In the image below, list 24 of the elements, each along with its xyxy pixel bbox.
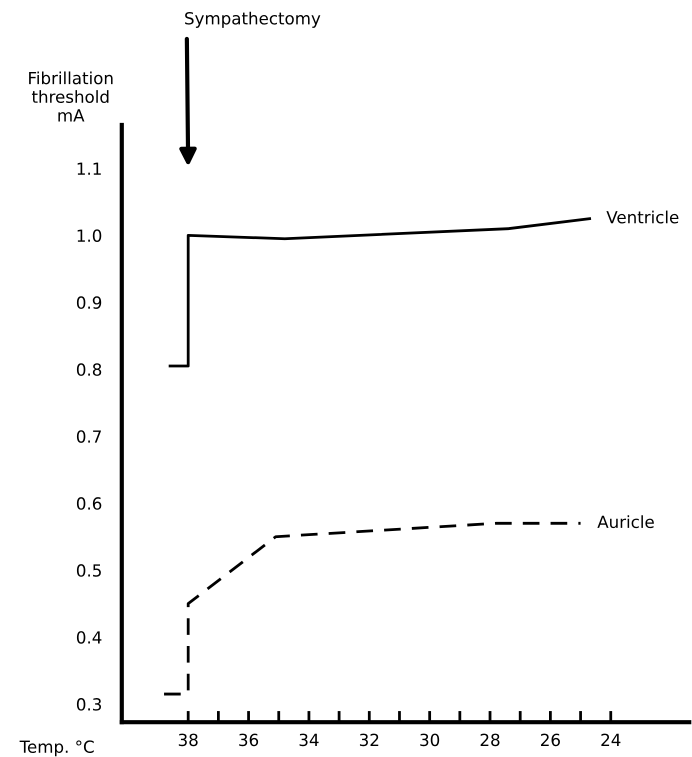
y-axis-title: Fibrillation threshold mA	[29, 71, 113, 122]
text: Sympathectomy	[185, 12, 320, 28]
y-tick-label: 1.1	[78, 162, 101, 175]
x-tick-label: 30	[420, 734, 440, 746]
y-tick-label: 0.5	[76, 564, 101, 577]
y-tick-label: 0.6	[76, 497, 102, 510]
y-tick-label: 1.0	[78, 229, 102, 242]
y-tick-label: 0.9	[76, 296, 102, 309]
x-tick-label: 32	[360, 734, 378, 746]
series-label: Auricle	[597, 515, 654, 528]
y-tick-label: 0.7	[76, 430, 101, 443]
x-tick-label: 24	[601, 734, 620, 746]
y-tick-label: 0.4	[76, 631, 102, 644]
x-tick-label: 34	[300, 734, 319, 746]
line-series	[162, 522, 582, 696]
y-tick-label: 0.3	[76, 698, 102, 711]
x-tick-label: 38	[178, 734, 198, 746]
x-tick-label: 26	[541, 734, 560, 746]
line-series	[168, 217, 592, 368]
x-tick-label: 28	[480, 734, 500, 746]
series-label: Ventricle	[606, 210, 678, 224]
x-axis-title: Temp. °C	[20, 740, 94, 756]
x-tick-label: 36	[239, 734, 258, 746]
y-tick-label: 0.8	[76, 363, 102, 376]
